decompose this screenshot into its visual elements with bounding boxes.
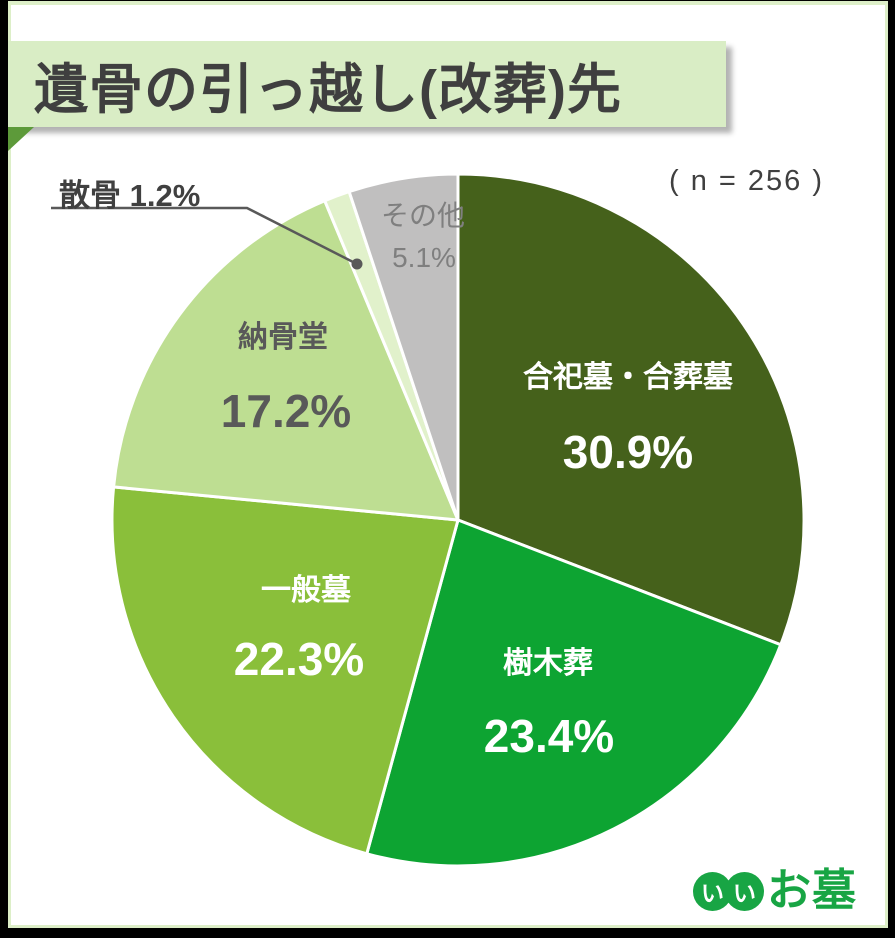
pie-slice-0 [456,172,806,647]
slice-pct-nokotsudo: 17.2% [220,385,352,437]
pie-slices [110,172,806,868]
slice-label-nokotsudo: 納骨堂 [238,321,328,354]
callout-label-sankotsu: 散骨 1.2% [59,170,200,215]
callout-leader-line [51,206,356,265]
pie-chart-area: ( n = 256 ) 合祀墓・合葬墓 30.9% 樹木葬 23.4% 一般墓 … [11,5,891,929]
pie-slice-3 [112,199,460,522]
logo-circle-icon: い [725,871,764,911]
pie-slice-5 [347,172,460,522]
sample-size-label: ( n = 256 ) [669,165,824,197]
brand-logo: い い お墓 [693,869,857,913]
pie-slice-2 [110,485,460,856]
callout-slice-name: 散骨 [59,178,121,213]
logo-text: お墓 [767,866,857,915]
page-background: 遺骨の引っ越し(改葬)先 ( n = 256 ) 合祀墓・合葬墓 30.9% 樹… [8,1,888,928]
logo-circle-char: い [701,880,724,906]
slice-label-sonota: その他 [380,200,466,231]
callout-leader-dot [351,258,363,270]
pie-chart [51,172,806,868]
pie-slice-1 [365,518,783,868]
slice-label-goshibo: 合祀墓・合葬墓 [523,361,733,394]
slice-pct-sonota: 5.1% [392,242,456,273]
slice-label-jumokuso: 樹木葬 [503,647,593,680]
slice-pct-ippanbo: 22.3% [233,633,365,685]
slice-pct-goshibo: 30.9% [562,426,694,478]
callout-slice-pct: 1.2% [129,178,201,213]
page-title: 遺骨の引っ越し(改葬)先 [34,59,622,120]
title-banner: 遺骨の引っ越し(改葬)先 [8,41,726,127]
slice-pct-jumokuso: 23.4% [483,710,615,762]
slice-label-ippanbo: 一般墓 [261,574,351,607]
logo-circle-char: い [733,880,756,906]
